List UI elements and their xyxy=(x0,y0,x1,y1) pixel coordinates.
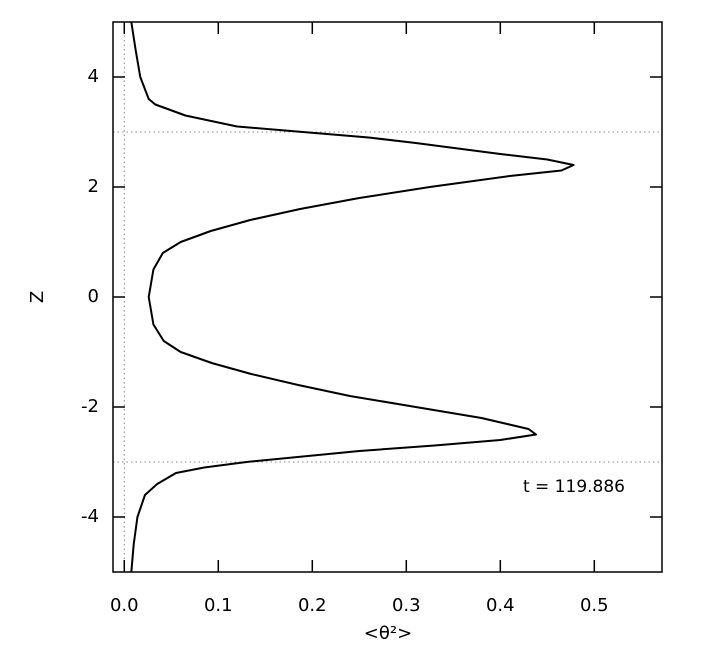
y-tick-label: -4 xyxy=(81,506,99,527)
y-tick-label: 0 xyxy=(88,286,99,307)
annotation: t = 119.886 xyxy=(523,477,625,497)
y-tick-label: 4 xyxy=(88,66,99,87)
x-tick-label: 0.0 xyxy=(110,595,139,616)
plot-frame xyxy=(112,21,663,573)
x-tick-label: 0.1 xyxy=(204,595,233,616)
y-tick-label: 2 xyxy=(88,176,99,197)
y-tick-label: -2 xyxy=(81,396,99,417)
x-axis-label: <θ²> xyxy=(364,623,412,644)
x-tick-label: 0.2 xyxy=(298,595,327,616)
data-line xyxy=(130,21,575,573)
x-tick-label: 0.4 xyxy=(486,595,515,616)
y-axis-label: Z xyxy=(27,291,48,303)
x-tick-label: 0.5 xyxy=(580,595,609,616)
x-tick-label: 0.3 xyxy=(392,595,421,616)
